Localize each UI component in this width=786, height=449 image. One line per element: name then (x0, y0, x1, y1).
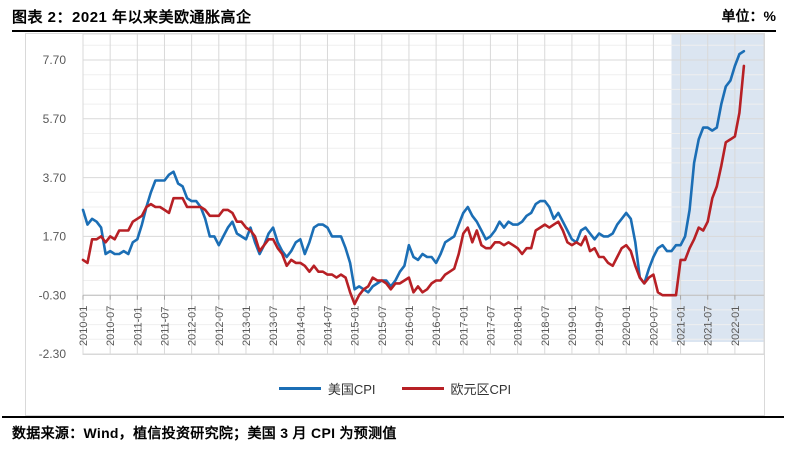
x-tick-label: 2015-07 (377, 306, 389, 346)
x-tick-label: 2021-07 (703, 306, 715, 346)
x-tick-label: 2010-07 (105, 306, 117, 346)
x-tick-label: 2015-01 (350, 306, 362, 346)
y-tick-label: 5.70 (43, 112, 67, 126)
x-tick-label: 2022-01 (730, 306, 742, 346)
x-tick-label: 2020-07 (648, 306, 660, 346)
x-tick-label: 2016-07 (431, 306, 443, 346)
x-tick-label: 2011-01 (132, 306, 144, 346)
plot-border (82, 33, 765, 355)
series-line-us-cpi (81, 49, 746, 294)
bottom-divider (2, 416, 784, 418)
x-tick-label: 2010-01 (78, 306, 90, 346)
x-tick-label: 2017-07 (485, 306, 497, 346)
chart-area (25, 33, 765, 416)
x-tick-label: 2014-07 (323, 306, 335, 346)
x-tick-label: 2019-01 (567, 306, 579, 346)
source-note: 数据来源：Wind，植信投资研究院；美国 3 月 CPI 为预测值 (12, 425, 397, 441)
highlight-band-2021 (671, 34, 764, 342)
y-tick-label: 7.70 (43, 53, 67, 67)
x-tick-label: 2018-01 (513, 306, 525, 346)
y-tick-label: 1.70 (43, 230, 67, 244)
x-tick-label: 2016-01 (404, 306, 416, 346)
legend-label: 欧元区CPI (450, 381, 512, 397)
series-line-eurozone-cpi (81, 64, 746, 306)
x-tick-label: 2013-01 (241, 306, 253, 346)
title-divider (12, 30, 776, 32)
legend-item-us-cpi: 美国CPI (278, 379, 376, 398)
x-tick-label: 2021-01 (676, 306, 688, 346)
x-tick-label: 2014-01 (295, 306, 307, 346)
x-tick-label: 2019-07 (594, 306, 606, 346)
x-tick-label: 2018-07 (540, 306, 552, 346)
chart-header: 图表 2：2021 年以来美欧通胀高企 单位：% (12, 3, 776, 29)
page-title: 图表 2：2021 年以来美欧通胀高企 (12, 8, 252, 26)
x-tick-label: 2020-01 (621, 306, 633, 346)
y-tick-label: 3.70 (43, 171, 67, 185)
x-tick-label: 2013-07 (268, 306, 280, 346)
x-tick-label: 2012-01 (187, 306, 199, 346)
chart-legend: 美国CPI 欧元区CPI (25, 378, 765, 398)
x-tick-label: 2017-01 (458, 306, 470, 346)
x-tick-label: 2011-07 (160, 306, 172, 346)
legend-label: 美国CPI (327, 381, 376, 397)
y-tick-label: -2.30 (39, 347, 67, 361)
eurozone-cpi-line-swatch (401, 386, 444, 390)
unit-label: 单位：% (721, 8, 776, 24)
us-cpi-line-swatch (278, 386, 321, 390)
y-tick-label: -0.30 (39, 288, 67, 302)
x-tick-label: 2012-07 (214, 306, 226, 346)
legend-item-eurozone-cpi: 欧元区CPI (401, 379, 512, 398)
